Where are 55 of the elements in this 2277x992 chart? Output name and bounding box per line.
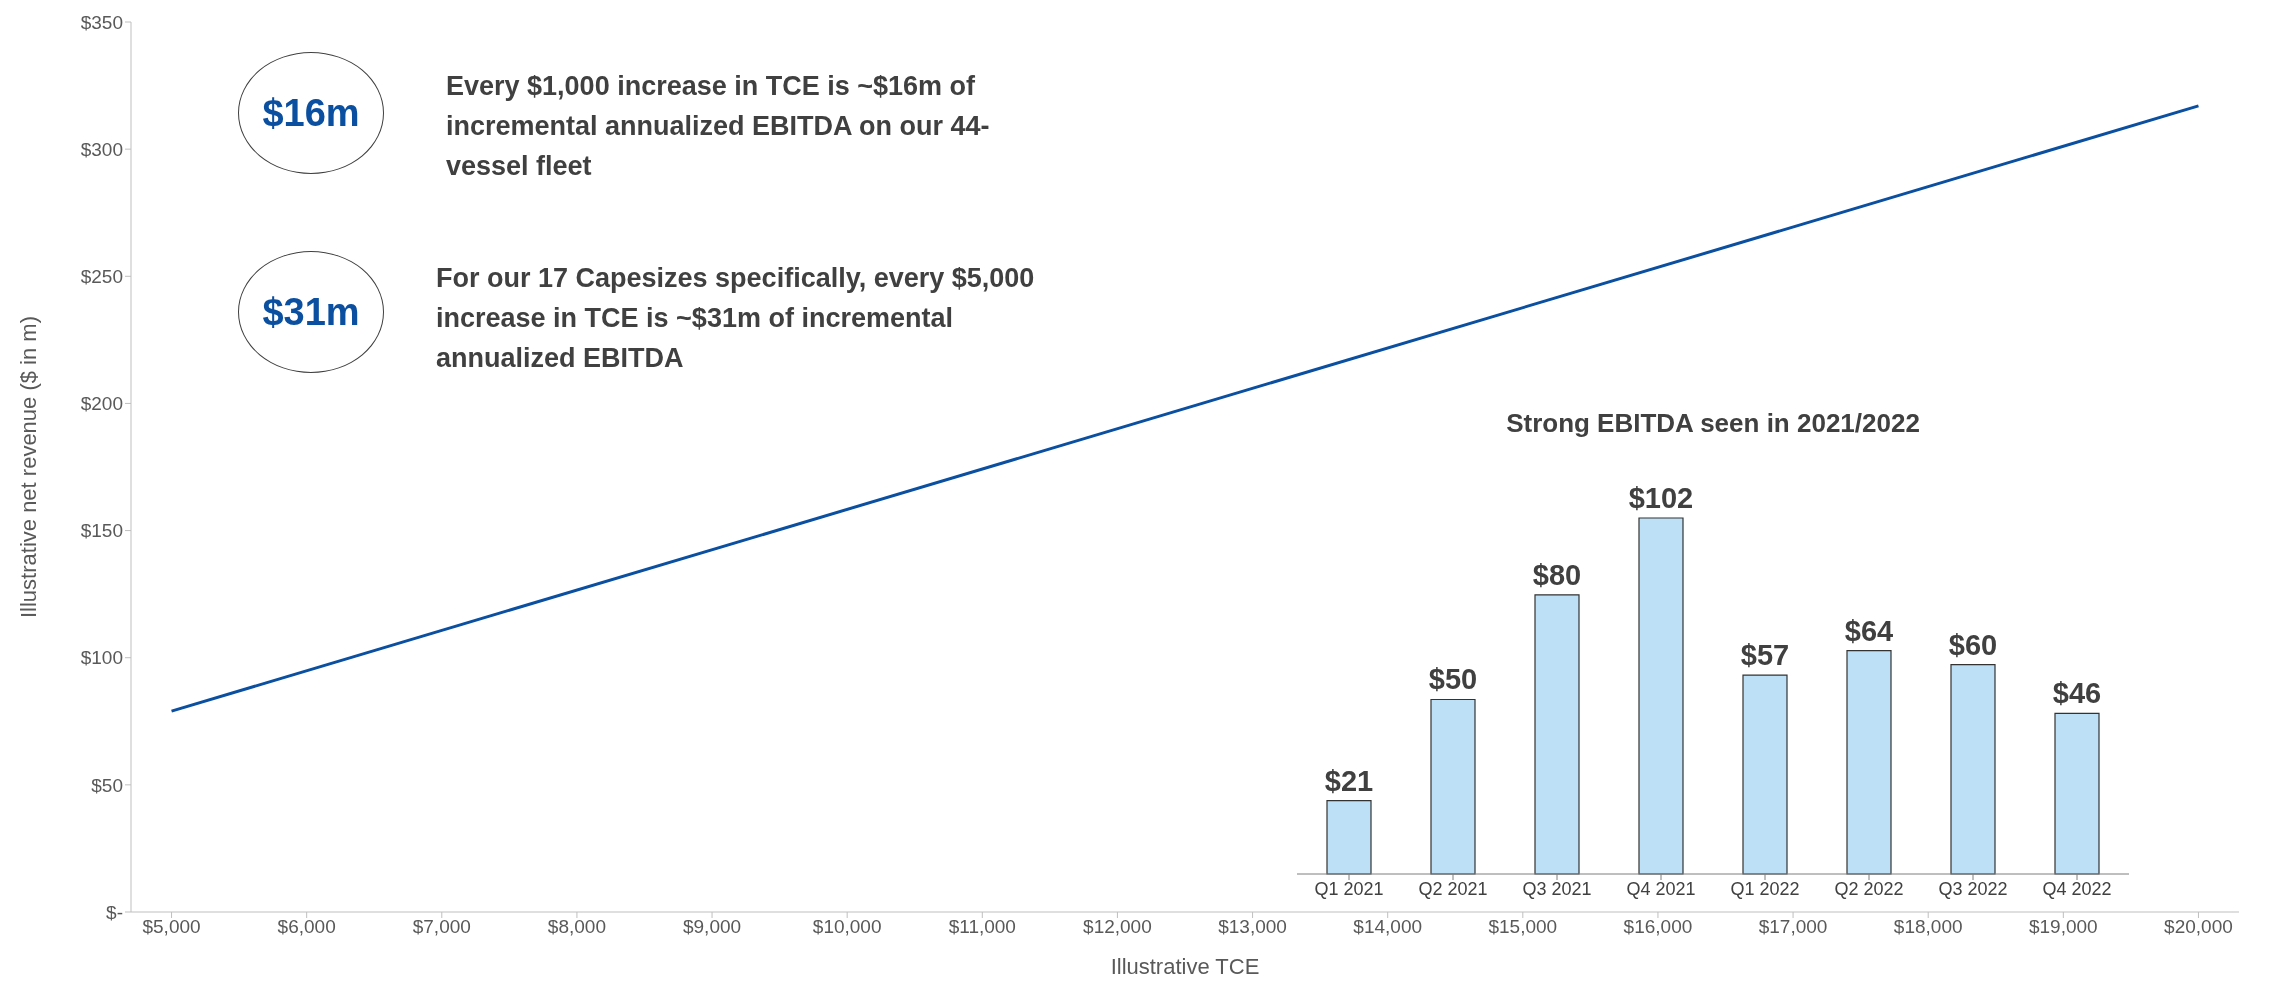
data-label: $80 [1532, 558, 1582, 591]
x-tick-label: $18,000 [1893, 916, 1963, 938]
x-tick-label: $16,000 [1623, 916, 1693, 938]
data-label: $50 [1428, 663, 1478, 696]
x-tick-label: $20,000 [2164, 916, 2233, 938]
x-tick-label: Q4 2022 [2042, 878, 2112, 899]
x-tick-label: $10,000 [812, 916, 882, 938]
bar [1430, 698, 1476, 875]
data-label: $57 [1740, 639, 1790, 672]
x-tick-label: Q1 2022 [1730, 878, 1800, 899]
x-tick-label: Q2 2022 [1834, 878, 1904, 899]
x-tick-label: $11,000 [948, 916, 1016, 938]
y-tick-label: $250 [80, 266, 123, 288]
annotation: Every $1,000 increase in TCE is ~$16m of incremental annualized EBITDA on our 44-vessel fleet [446, 70, 991, 183]
x-tick-label: Q1 2021 [1314, 878, 1384, 899]
y-tick-label: $350 [80, 11, 123, 33]
x-tick-label: $12,000 [1083, 916, 1152, 938]
x-tick-label: $17,000 [1758, 916, 1828, 938]
data-label: $46 [2052, 677, 2102, 710]
bar [1846, 650, 1892, 875]
x-tick-label: $15,000 [1488, 916, 1558, 938]
bar [2054, 712, 2100, 875]
x-tick-label: Q3 2022 [1938, 878, 2008, 899]
data-label: $60 [1948, 628, 1998, 661]
data-label: $64 [1844, 614, 1894, 647]
bar [1534, 594, 1580, 875]
y-tick-label: $300 [80, 138, 123, 160]
x-tick-label: $9,000 [682, 916, 742, 938]
y-tick-label: $150 [80, 520, 123, 542]
x-tick-label: Q4 2021 [1626, 878, 1696, 899]
x-tick-label: $7,000 [412, 916, 471, 938]
x-tick-label: $5,000 [142, 916, 201, 938]
x-tick-label: $8,000 [547, 916, 606, 938]
y-tick-label: $100 [80, 647, 123, 669]
chart-title: Strong EBITDA seen in 2021/2022 [1505, 408, 1921, 440]
annotation: $31m [261, 290, 361, 334]
data-label: $21 [1324, 764, 1374, 797]
x-tick-label: Q3 2021 [1522, 878, 1592, 899]
bar [1638, 517, 1684, 875]
bar [1742, 674, 1788, 875]
x-tick-label: $6,000 [277, 916, 336, 938]
data-label: $102 [1628, 482, 1694, 514]
x-tick-label: Q2 2021 [1418, 878, 1488, 899]
y-axis-title: Illustrative net revenue ($ in m) [15, 315, 41, 619]
bar [1326, 800, 1372, 875]
x-tick-label: $13,000 [1218, 916, 1287, 938]
annotation: For our 17 Capesizes specifically, every $5,000 increase in TCE is ~$31m of incremental annualized EBITDA [436, 262, 1036, 375]
bar [1950, 663, 1996, 875]
annotation: $16m [261, 91, 361, 135]
x-tick-label: $19,000 [2028, 916, 2098, 938]
x-tick-label: $14,000 [1353, 916, 1423, 938]
y-tick-label: $200 [80, 393, 123, 415]
y-tick-label: $- [106, 901, 123, 923]
x-axis-title: Illustrative TCE [1110, 954, 1260, 979]
y-tick-label: $50 [91, 774, 123, 796]
